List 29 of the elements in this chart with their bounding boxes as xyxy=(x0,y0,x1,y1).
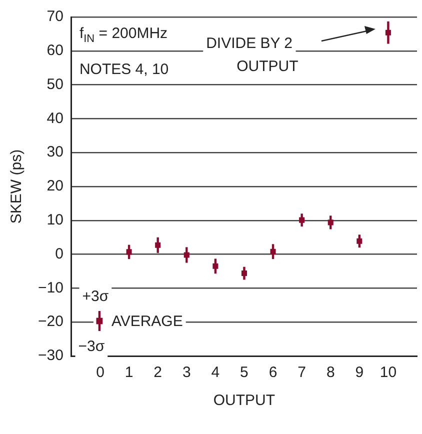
y-tick-label: −30 xyxy=(38,347,64,364)
x-tick-label: 5 xyxy=(240,364,248,382)
y-tick-label: −10 xyxy=(38,279,64,296)
x-tick-label: 10 xyxy=(380,364,397,382)
y-tick-label: 60 xyxy=(46,42,64,60)
annotation: DIVIDE BY 2 OUTPUT xyxy=(206,35,298,76)
y-tick-label: 70 xyxy=(46,8,64,26)
annotation: −3σ xyxy=(78,338,106,356)
x-tick-label: 1 xyxy=(124,364,134,382)
y-tick-label: 40 xyxy=(46,110,64,127)
y-tick-label: 50 xyxy=(46,76,64,93)
x-tick-label: 8 xyxy=(326,364,335,382)
annotation: NOTES 4, 10 xyxy=(79,61,169,78)
annotation: +3σ xyxy=(82,288,110,306)
y-axis-title: SKEW (ps) xyxy=(8,149,26,224)
y-tick-label: −20 xyxy=(38,313,64,330)
x-tick-label: 4 xyxy=(211,364,220,382)
y-tick-label: 30 xyxy=(46,144,64,161)
y-tick-label: 0 xyxy=(55,245,64,262)
x-tick-label: 6 xyxy=(268,364,278,382)
y-tick-label: 10 xyxy=(46,212,64,229)
x-tick-label: 2 xyxy=(154,364,162,382)
x-tick-label: 0 xyxy=(96,364,104,382)
legend-label: AVERAGE xyxy=(111,313,183,330)
x-tick-label: 3 xyxy=(182,364,191,382)
y-tick-label: 20 xyxy=(46,178,64,195)
x-tick-label: 9 xyxy=(355,364,364,382)
x-tick-label: 7 xyxy=(298,364,306,382)
x-axis-title: OUTPUT xyxy=(213,392,276,410)
